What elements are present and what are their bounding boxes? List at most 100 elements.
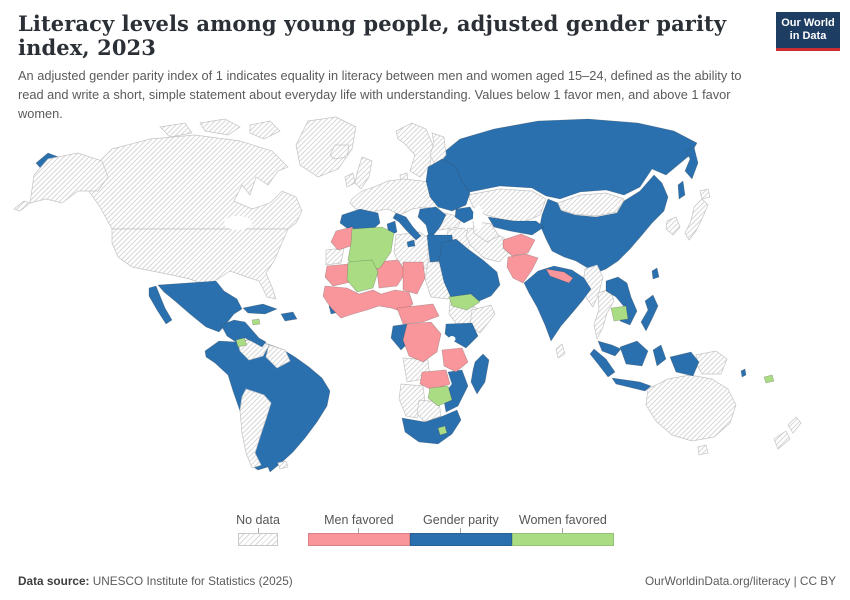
region-vanuatu[interactable] [740,368,747,378]
region-yemen[interactable] [448,293,481,311]
region-arabian-peninsula[interactable] [438,238,501,303]
legend-no-data-swatch [238,533,278,546]
region-sulawesi[interactable] [652,344,667,367]
region-taiwan[interactable] [651,267,660,280]
region-central-asia[interactable] [487,216,545,236]
region-iceland[interactable] [329,144,350,160]
region-malaysia[interactable] [597,340,622,357]
region-madagascar[interactable] [470,353,490,395]
region-alaska[interactable] [13,152,109,212]
attribution-link[interactable]: OurWorldinData.org/literacy | CC BY [644,574,836,588]
region-algeria[interactable] [347,226,395,273]
lake-victoria [448,336,456,342]
great-lakes [224,216,252,230]
legend-men-favored-swatch [307,533,410,546]
chart-footer: Data source: UNESCO Institute for Statis… [18,574,836,588]
legend-men-favored[interactable]: Men favored [307,513,410,546]
region-tasmania[interactable] [697,444,709,456]
region-australia[interactable] [645,374,737,442]
region-scandinavia[interactable] [395,122,434,178]
region-greenland[interactable] [295,116,357,178]
region-argentina[interactable] [239,388,272,469]
region-jamaica[interactable] [251,318,261,326]
region-mali[interactable] [346,259,379,293]
legend-women-favored-swatch [511,533,614,546]
region-zimbabwe[interactable] [427,385,453,407]
region-pakistan[interactable] [506,253,539,284]
region-mauritania[interactable] [324,263,352,287]
region-arctic-islands[interactable] [199,118,241,136]
chart-header: Literacy levels among young people, adju… [18,11,758,124]
region-drc[interactable] [402,321,442,363]
legend-tick [562,528,564,533]
legend-gender-parity[interactable]: Gender parity [409,513,512,546]
region-tanzania[interactable] [441,347,469,373]
page-title: Literacy levels among young people, adju… [18,11,727,61]
region-sicily[interactable] [406,239,416,248]
region-niger[interactable] [375,259,407,289]
logo-line1: Our World [781,17,835,30]
region-new-zealand[interactable] [773,416,802,450]
region-western-sahara[interactable] [325,247,345,266]
region-west-papua[interactable] [669,351,700,377]
region-falklands[interactable] [277,460,289,470]
region-uk[interactable] [354,156,373,190]
region-arctic-islands[interactable] [249,120,281,140]
region-nepal[interactable] [545,268,574,284]
region-cuba[interactable] [242,303,278,315]
region-mozambique[interactable] [442,369,469,413]
chart-subtitle: An adjusted gender parity index of 1 ind… [18,68,742,122]
legend-tick [358,528,360,533]
region-uganda-kenya[interactable] [444,322,479,349]
region-lesotho[interactable] [437,425,448,436]
region-sumatra[interactable] [589,348,616,378]
region-guyanas[interactable] [265,344,291,369]
region-sakhalin[interactable] [677,180,686,200]
region-china[interactable] [539,174,669,274]
region-sri-lanka[interactable] [555,343,566,359]
region-fiji[interactable] [763,374,775,384]
data-source-label: Data source: [18,574,90,588]
world-map [0,110,850,504]
region-laos-vietnam[interactable] [605,276,638,326]
region-philippines[interactable] [640,294,659,332]
region-cameroon-car[interactable] [396,303,440,325]
owid-logo[interactable]: Our World in Data [776,12,840,51]
region-ireland[interactable] [344,172,356,188]
region-mongolia[interactable] [557,192,625,217]
legend-no-data-label: No data [236,513,280,527]
data-source-text: UNESCO Institute for Statistics (2025) [89,574,293,588]
region-usa[interactable] [111,228,289,300]
region-caucasus[interactable] [454,206,477,224]
region-japan[interactable] [684,188,711,241]
legend-tick [257,528,259,533]
caspian-sea [473,205,483,229]
region-costa-rica[interactable] [235,337,248,348]
region-afghanistan[interactable] [502,233,536,257]
region-borneo[interactable] [619,340,649,367]
region-hispaniola[interactable] [280,311,298,322]
region-chad[interactable] [402,261,426,295]
region-india[interactable] [523,265,592,342]
region-russia[interactable] [437,118,698,200]
legend-women-favored[interactable]: Women favored [511,513,614,546]
region-central-america[interactable] [220,319,267,348]
legend-gender-parity-swatch [409,533,512,546]
region-italy[interactable] [392,212,422,241]
region-kamchatka[interactable] [684,146,699,180]
region-papua-new-guinea[interactable] [695,350,728,375]
region-canada[interactable] [85,134,303,230]
region-south-africa[interactable] [401,409,462,445]
region-java[interactable] [611,377,652,392]
region-arctic-islands[interactable] [159,122,193,138]
legend-no-data[interactable]: No data [236,513,280,546]
logo-line2: in Data [789,30,827,42]
data-source: Data source: UNESCO Institute for Statis… [18,574,293,588]
legend-women-favored-label: Women favored [518,513,607,527]
region-korea[interactable] [665,216,681,236]
region-east-europe[interactable] [425,158,471,212]
region-cambodia[interactable] [610,305,629,322]
map-legend: No data Men favored Gender parity Women … [0,513,850,546]
legend-tick [460,528,462,533]
